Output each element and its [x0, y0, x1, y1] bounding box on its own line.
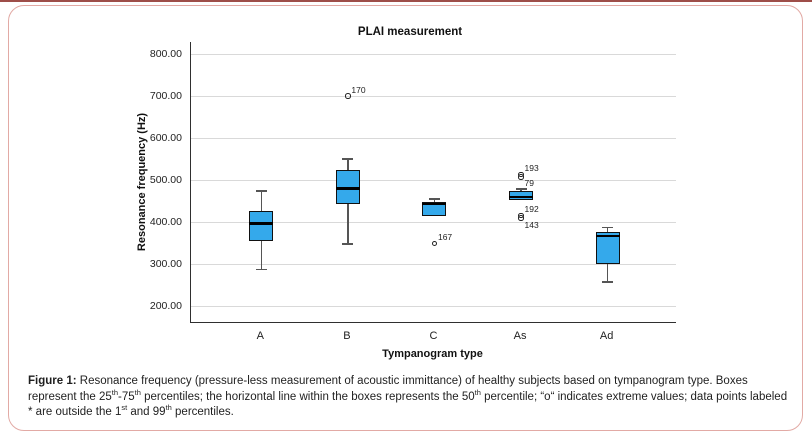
caption-text-segment: th: [474, 387, 481, 397]
outlier-marker: [518, 174, 524, 180]
outlier-label: 193: [524, 162, 539, 173]
top-divider-rule: [0, 0, 812, 2]
outlier-marker: [431, 240, 438, 247]
median-line: [422, 202, 447, 206]
x-tick-label: Ad: [599, 330, 614, 342]
caption-text-segment: st: [121, 403, 128, 413]
whisker-cap: [515, 187, 527, 190]
outlier-marker: [518, 215, 524, 221]
chart-title: PLAI measurement: [357, 26, 463, 38]
gridline: [191, 305, 676, 307]
outlier-marker: [345, 93, 351, 99]
gridline: [191, 137, 676, 139]
x-tick-label: C: [429, 330, 438, 342]
median-line: [335, 187, 360, 191]
y-tick-label: 400.00: [149, 215, 182, 228]
whisker-cap: [342, 158, 354, 160]
caption-text-segment: Figure 1:: [28, 375, 77, 387]
plot-area: 170 167 193 79 192 143: [190, 42, 676, 323]
caption-text-segment: Resonance frequency (pressure-less measu…: [28, 375, 748, 403]
boxplot-chart: PLAI measurement Resonance frequency (Hz…: [0, 14, 812, 374]
y-tick-label: 700.00: [149, 89, 182, 102]
box: [335, 169, 360, 204]
box: [249, 210, 274, 241]
x-axis-label: Tympanogram type: [382, 348, 483, 360]
median-line: [509, 195, 534, 199]
outlier-label: 79: [524, 178, 534, 189]
y-tick-label: 300.00: [149, 257, 182, 270]
outlier-label: 192: [524, 204, 539, 215]
y-tick-label: 600.00: [149, 131, 182, 144]
caption-text-segment: percentiles.: [171, 406, 234, 418]
gridline: [191, 95, 676, 97]
median-line: [249, 222, 274, 225]
figure-caption: Figure 1: Resonance frequency (pressure-…: [28, 374, 790, 421]
x-tick-label: B: [343, 330, 351, 342]
gridline: [191, 221, 676, 223]
caption-text-segment: th: [111, 387, 119, 397]
caption-text-segment: th: [134, 387, 141, 397]
whisker-cap: [602, 281, 614, 283]
y-tick-label: 200.00: [149, 299, 182, 312]
caption-text-segment: th: [165, 403, 172, 413]
whisker-cap: [602, 226, 614, 229]
caption-text-segment: -75: [118, 390, 135, 403]
figure-frame: [8, 5, 803, 431]
outlier-label: 167: [437, 231, 453, 242]
caption-text-segment: percentiles; the horizontal line within …: [140, 390, 475, 403]
outlier-label: 143: [524, 219, 539, 230]
x-tick-label: A: [256, 330, 264, 342]
median-line: [595, 234, 620, 238]
whisker-cap: [342, 243, 354, 246]
gridline: [191, 179, 676, 181]
caption-text-segment: and 99: [127, 406, 166, 418]
y-tick-label: 800.00: [149, 47, 182, 60]
caption-text-segment: percentile; “o“ indicates extreme values…: [28, 390, 788, 419]
gridline: [191, 263, 676, 265]
y-tick-label: 500.00: [149, 173, 182, 186]
whisker-cap: [255, 268, 267, 271]
whisker-cap: [428, 198, 440, 200]
whisker-cap: [255, 190, 267, 192]
outlier-label: 170: [351, 84, 366, 95]
gridline: [191, 53, 676, 55]
x-tick-label: As: [513, 330, 527, 342]
box: [509, 191, 534, 200]
